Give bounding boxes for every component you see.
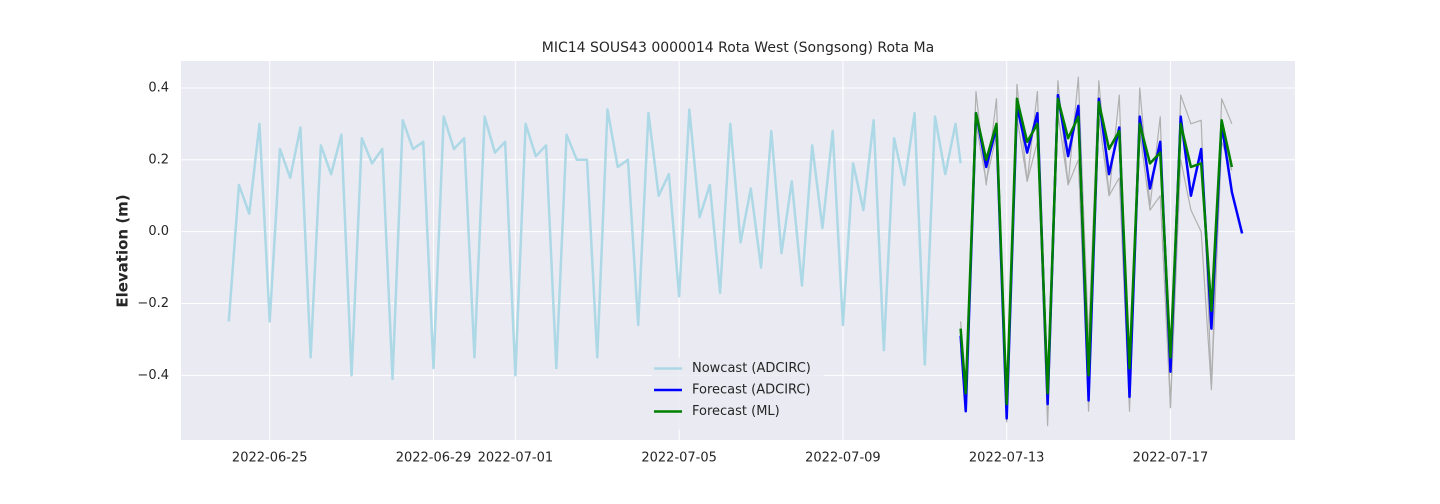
y-tick-label: 0.4: [148, 80, 169, 95]
x-tick-label: 2022-07-05: [641, 451, 717, 466]
labels: −0.4 −0.2 0.0 0.2 0.4 2022-06-25 2022-06-29 202…: [137, 80, 1208, 465]
x-tick-label: 2022-07-09: [805, 451, 881, 466]
y-tick-label: 0.2: [148, 152, 169, 167]
series-line: [959, 97, 1234, 406]
lines: [227, 76, 1244, 427]
x-tick-label: 2022-07-17: [1133, 451, 1209, 466]
x-tick-label: 2022-07-13: [969, 451, 1045, 466]
y-axis-label: Elevation (m): [114, 194, 132, 307]
y-tick-label: 0.0: [148, 224, 169, 239]
chart-title: MIC14 SOUS43 0000014 Rota West (Songsong…: [542, 40, 934, 56]
x-tick-label: 2022-06-29: [396, 451, 472, 466]
x-tick-label: 2022-06-25: [232, 451, 308, 466]
y-tick-label: −0.4: [137, 368, 169, 383]
legend-label: Forecast (ML): [692, 404, 780, 419]
y-tick-label: −0.2: [137, 296, 169, 311]
legend-label: Forecast (ADCIRC): [692, 383, 811, 398]
series-line: [227, 108, 962, 381]
x-tick-label: 2022-07-01: [478, 451, 554, 466]
legend-label: Nowcast (ADCIRC): [692, 361, 811, 376]
